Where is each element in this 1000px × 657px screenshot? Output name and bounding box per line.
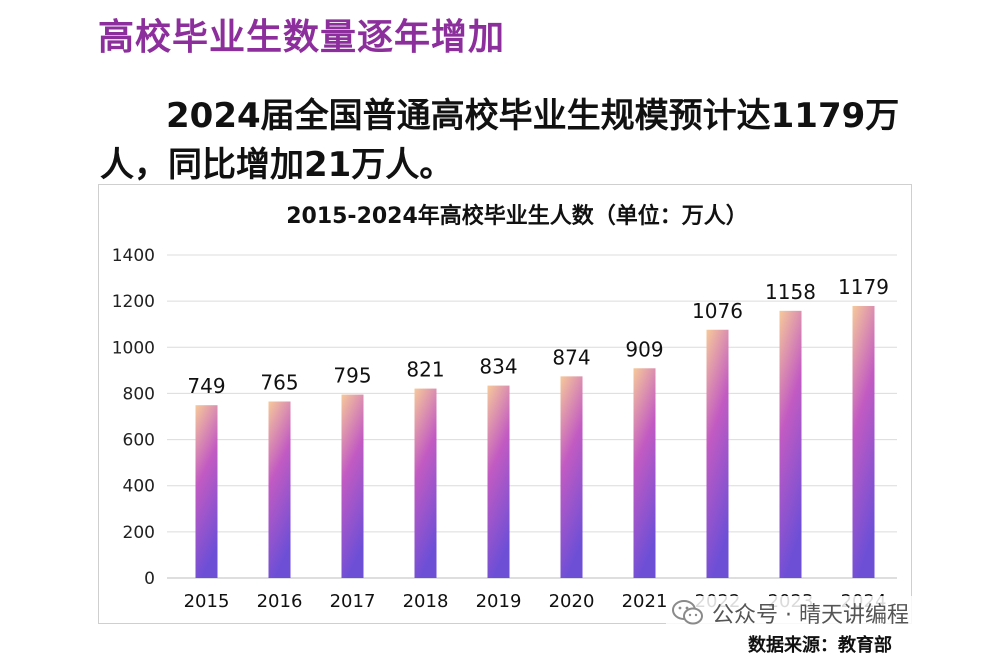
y-tick-label: 1200 bbox=[112, 292, 155, 312]
data-label: 909 bbox=[625, 337, 663, 361]
x-tick-label: 2016 bbox=[257, 591, 303, 612]
bar-2020 bbox=[560, 376, 583, 578]
y-tick-label: 400 bbox=[123, 477, 155, 497]
y-tick-label: 800 bbox=[123, 384, 155, 404]
watermark: 公众号 · 晴天讲编程 bbox=[666, 596, 915, 630]
data-label: 749 bbox=[187, 374, 225, 398]
page-title: 高校毕业生数量逐年增加 bbox=[98, 17, 506, 58]
bar-2021 bbox=[633, 368, 656, 578]
data-label: 821 bbox=[406, 358, 444, 382]
bar-2017 bbox=[341, 394, 364, 578]
watermark-text: 公众号 · 晴天讲编程 bbox=[712, 603, 909, 628]
bar-chart: 2015-2024年高校毕业生人数（单位：万人） 0 200 400 600 800 10… bbox=[112, 203, 897, 612]
y-tick-label: 0 bbox=[144, 569, 155, 589]
data-label: 834 bbox=[479, 355, 517, 379]
y-tick-label: 600 bbox=[123, 431, 155, 451]
wechat-icon bbox=[672, 600, 703, 625]
data-label: 1179 bbox=[838, 275, 889, 299]
chart-card: 2015-2024年高校毕业生人数（单位：万人） 0 200 400 600 800 10… bbox=[98, 184, 912, 624]
x-tick-label: 2020 bbox=[549, 591, 595, 612]
x-tick-label: 2018 bbox=[403, 591, 449, 612]
x-tick-label: 2015 bbox=[184, 591, 230, 612]
bar-2022 bbox=[706, 329, 729, 578]
x-tick-label: 2019 bbox=[476, 591, 522, 612]
data-label: 874 bbox=[552, 345, 590, 369]
bar-2019 bbox=[487, 385, 510, 578]
y-tick-label: 1400 bbox=[112, 246, 155, 266]
data-source: 数据来源：教育部 bbox=[748, 635, 892, 656]
y-tick-label: 200 bbox=[123, 523, 155, 543]
x-tick-label: 2021 bbox=[622, 591, 668, 612]
bar-2018 bbox=[414, 388, 437, 578]
chart-title: 2015-2024年高校毕业生人数（单位：万人） bbox=[286, 203, 748, 229]
data-label: 1076 bbox=[692, 299, 743, 323]
data-label: 1158 bbox=[765, 280, 816, 304]
data-label: 795 bbox=[333, 364, 371, 388]
bar-2024 bbox=[852, 305, 875, 578]
data-label: 765 bbox=[260, 371, 298, 395]
bar-2023 bbox=[779, 310, 802, 578]
bar-2015 bbox=[195, 405, 218, 578]
x-tick-label: 2017 bbox=[330, 591, 376, 612]
bar-2016 bbox=[268, 401, 291, 578]
summary-text: 2024届全国普通高校毕业生规模预计达1179万人，同比增加21万人。 bbox=[100, 96, 900, 185]
y-tick-label: 1000 bbox=[112, 338, 155, 358]
